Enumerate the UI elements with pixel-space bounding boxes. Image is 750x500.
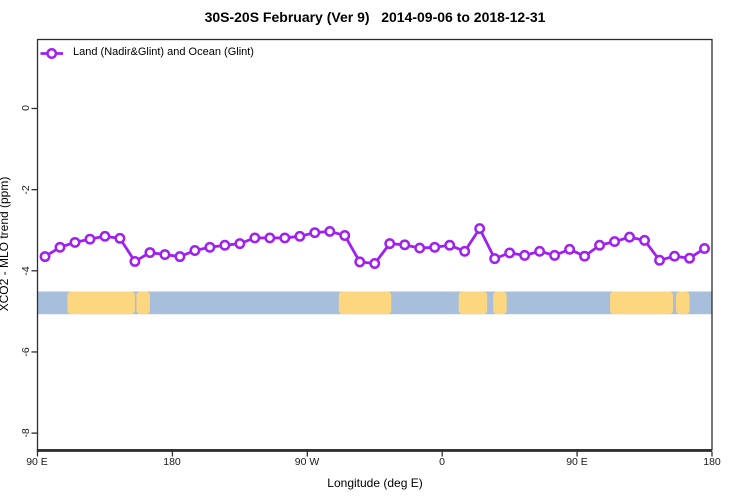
land-segment — [67, 291, 135, 315]
y-tick-label: -4 — [20, 266, 32, 276]
data-point — [84, 233, 96, 245]
data-point — [504, 247, 516, 259]
y-axis-title: XCO2 - MLO trend (ppm) — [0, 176, 11, 312]
x-tick-label: 180 — [163, 456, 181, 468]
data-point — [264, 232, 276, 244]
data-point — [594, 239, 606, 251]
data-point — [384, 238, 396, 250]
data-point — [204, 241, 216, 253]
data-point — [444, 239, 456, 251]
land-segment — [136, 291, 150, 315]
data-point — [669, 250, 680, 262]
land-segment — [493, 291, 507, 315]
legend-marker — [46, 48, 58, 59]
data-point — [309, 227, 321, 239]
data-point — [219, 239, 231, 251]
data-point — [234, 238, 246, 250]
data-point — [339, 230, 351, 241]
data-point — [354, 256, 366, 268]
land-segment — [458, 291, 488, 315]
x-tick-label: 180 — [703, 456, 721, 468]
data-point — [549, 249, 561, 261]
data-point — [474, 223, 486, 235]
y-tick-label: -6 — [20, 347, 32, 357]
data-point — [174, 251, 186, 263]
x-axis-title: Longitude (deg E) — [327, 476, 423, 490]
data-point — [684, 252, 695, 264]
x-tick-label: 90 E — [26, 456, 48, 468]
data-point — [114, 232, 126, 244]
data-point — [159, 249, 171, 261]
data-point — [429, 241, 441, 253]
chart-title: 30S-20S February (Ver 9) 2014-09-06 to 2… — [204, 9, 546, 25]
data-point — [399, 239, 411, 251]
data-point — [324, 225, 336, 237]
data-point — [99, 230, 111, 242]
y-tick-label: -2 — [20, 185, 32, 195]
x-tick-label: 90 E — [566, 456, 588, 468]
land-segment — [676, 291, 690, 315]
y-tick-label: -8 — [20, 428, 32, 438]
data-point — [534, 245, 546, 257]
data-point — [564, 243, 576, 255]
data-point — [519, 249, 531, 261]
legend-label: Land (Nadir&Glint) and Ocean (Glint) — [73, 46, 254, 58]
data-point — [369, 258, 381, 269]
data-point — [189, 245, 201, 256]
data-point — [144, 247, 156, 258]
data-point — [129, 256, 141, 267]
data-point — [654, 254, 665, 266]
data-point — [54, 241, 66, 253]
data-point — [699, 243, 710, 254]
data-point — [249, 232, 261, 244]
data-point — [459, 245, 471, 257]
data-point — [39, 251, 51, 263]
data-point — [579, 250, 591, 262]
data-point — [639, 234, 650, 246]
land-segment — [610, 291, 674, 315]
data-point — [489, 253, 501, 265]
data-point — [609, 236, 621, 248]
data-point — [294, 230, 306, 242]
data-point — [414, 242, 426, 254]
x-tick-label: 90 W — [294, 456, 320, 468]
data-point — [69, 236, 81, 248]
x-tick-label: 0 — [439, 456, 445, 468]
data-point — [624, 231, 636, 243]
y-tick-label: 0 — [20, 105, 32, 111]
land-segment — [338, 291, 392, 315]
data-point — [279, 232, 291, 244]
